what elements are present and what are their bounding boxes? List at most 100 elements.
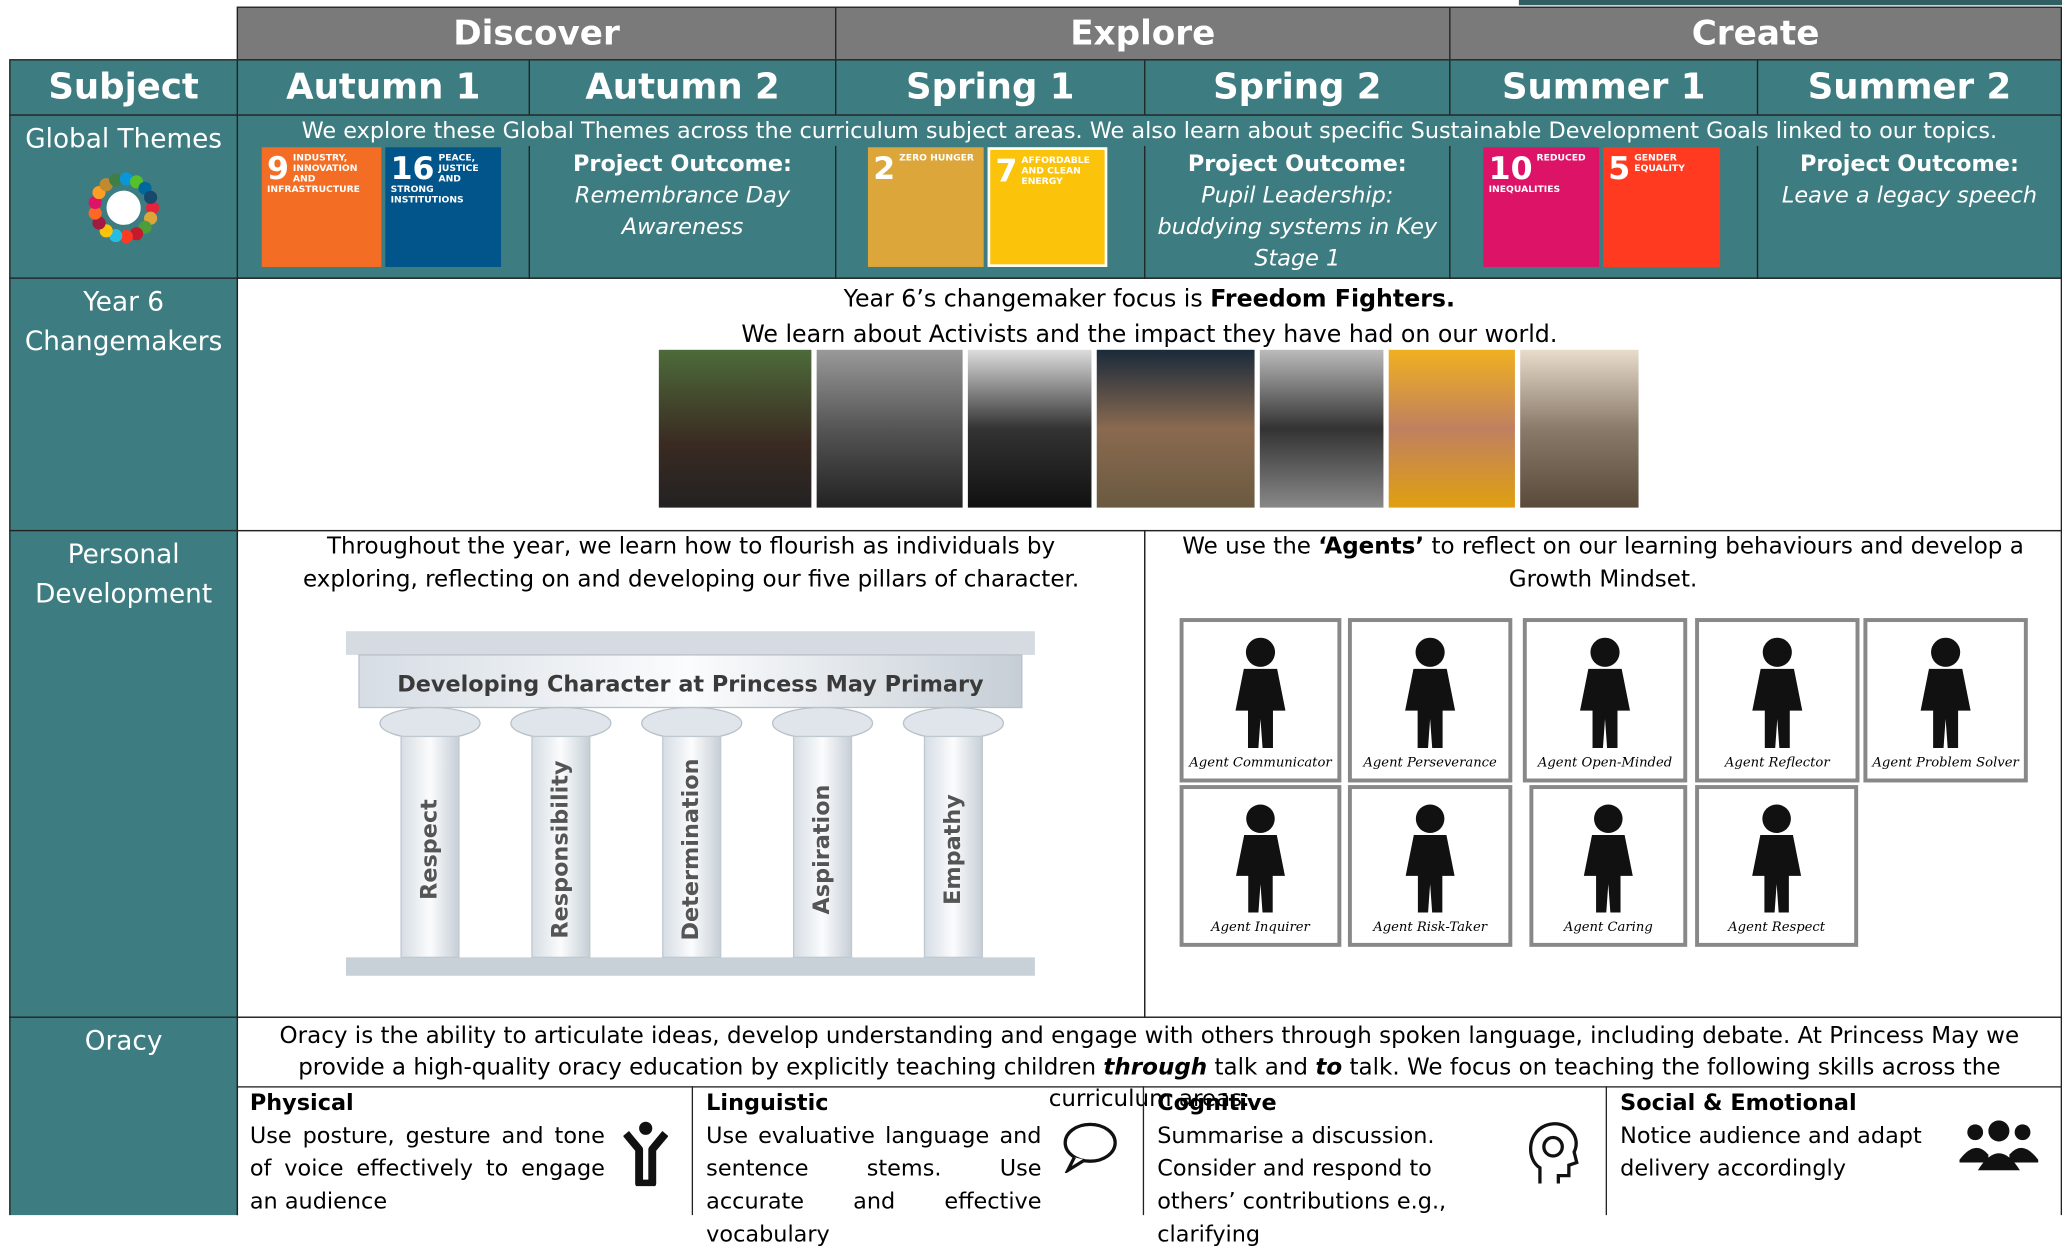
pillar-shaft [400, 735, 460, 959]
page: Discover Explore Create Subject Autumn 1… [9, 0, 2062, 1248]
sdg-icon: 2 ZERO HUNGER [867, 147, 984, 267]
agents-cell: We use the ‘Agents’ to reflect on our le… [1144, 529, 2062, 1018]
pillar-shaft [792, 735, 853, 959]
text: talk. We focus on teaching the following… [1048, 1054, 2001, 1113]
head [1246, 804, 1275, 834]
title: Physical [249, 1090, 354, 1117]
agent-card: Agent Communicator [1179, 618, 1342, 783]
agent-label: Agent Caring [1563, 920, 1653, 936]
pillar-label: Determination [678, 758, 704, 940]
text: talk and [1214, 1054, 1309, 1081]
pillars-cell: Throughout the year, we learn how to flo… [236, 529, 1146, 1018]
agent-card: Agent Risk-Taker [1347, 785, 1513, 947]
agent-label: Agent Open-Minded [1537, 756, 1673, 771]
agent-silhouette [1752, 637, 1803, 749]
head [1931, 637, 1961, 667]
text: Oracy is the ability to articulate ideas… [279, 1023, 2020, 1081]
subject-header: Subject [9, 59, 239, 116]
wheel-dot [145, 201, 160, 215]
heading: Project Outcome: [1799, 151, 2019, 178]
row-label: Year 6 Changemakers [9, 277, 239, 532]
text: Remembrance Day Awareness [574, 182, 791, 241]
number: 10 [1488, 149, 1533, 187]
sdg-wheel [88, 172, 160, 244]
pillar-capital [771, 706, 874, 740]
portrait [1259, 349, 1384, 508]
sdg-icon: 16 PEACE, JUSTICE AND STRONG INSTITUTIONS [385, 147, 502, 267]
agent-card: Agent Caring [1529, 785, 1688, 947]
agent-label: Agent Respect [1728, 920, 1826, 936]
phase: Explore [835, 6, 1451, 61]
row-label: Oracy [9, 1016, 239, 1216]
icon [623, 1121, 669, 1187]
head [1762, 637, 1792, 667]
portrait [1520, 349, 1639, 508]
wheel-dot [144, 190, 158, 204]
text: Year 6’s changemaker focus is [843, 285, 1203, 313]
phase: Discover [236, 6, 837, 61]
term: Spring 2 [1144, 59, 1451, 116]
portrait [658, 349, 812, 508]
intro: We explore these Global Themes across th… [236, 114, 2062, 148]
agent-silhouette [1583, 804, 1633, 913]
oracy-intro: Oracy is the ability to articulate ideas… [236, 1016, 2062, 1113]
row-label: Personal Development [9, 529, 239, 1018]
pillar-label: Respect [417, 799, 443, 900]
term: Autumn 1 [236, 59, 530, 116]
agent-label: Agent Communicator [1189, 756, 1332, 771]
number: 16 [390, 149, 435, 187]
top-strip [1518, 0, 2062, 6]
agent-label: Agent Risk-Taker [1373, 920, 1488, 936]
body [1752, 835, 1802, 913]
portrait [967, 349, 1092, 508]
skill: Physical Use posture, gesture and tone of… [237, 1086, 694, 1216]
pillar-label: Responsibility [547, 760, 573, 939]
agent-card: Agent Open-Minded [1522, 618, 1688, 783]
line: We learn about Activists and the impact … [741, 320, 1558, 349]
number: 9 [266, 149, 289, 187]
pillar-capital [379, 706, 481, 740]
head [1245, 637, 1276, 667]
sdg-icon: 9 INDUSTRY, INNOVATION AND INFRASTRUCTURE [261, 147, 382, 267]
wheel-dot [92, 216, 106, 230]
row-label: Global Themes [9, 114, 239, 279]
pillars-title: Developing Character at Princess May Pri… [397, 672, 984, 698]
term: Summer 1 [1449, 59, 1759, 116]
outcome: Project Outcome: Pupil Leadership: buddyi… [1144, 145, 1451, 279]
portrait [1096, 349, 1255, 508]
head [1415, 804, 1445, 834]
text: Notice audience and adapt delivery accor… [1620, 1123, 1922, 1183]
sdg-icon: 5 GENDER EQUALITY [1603, 147, 1721, 267]
wheel-dot [119, 230, 133, 244]
text: Use posture, gesture and tone of voice e… [249, 1123, 605, 1216]
wheel-dot [88, 195, 102, 210]
pillar-capital [902, 706, 1005, 740]
outcome: Project Outcome: Leave a legacy speech [1756, 145, 2062, 279]
icon [1529, 1122, 1579, 1184]
curriculum-map: Discover Explore Create Subject Autumn 1… [9, 0, 2062, 1248]
head [1590, 637, 1620, 667]
body [1405, 668, 1456, 749]
body [1580, 668, 1631, 749]
number: 2 [873, 149, 896, 187]
outcome: Project Outcome: Remembrance Day Awarenes… [528, 145, 837, 279]
agent-card: Agent Respect [1695, 785, 1859, 947]
term: Autumn 2 [528, 59, 837, 116]
pillar-shaft [923, 735, 983, 959]
phase: Create [1449, 6, 2062, 61]
agent-silhouette [1235, 637, 1286, 749]
number: 5 [1608, 149, 1631, 187]
sdg-icon: 7 AFFORDABLE AND CLEAN ENERGY [987, 147, 1108, 267]
wheel-dot [88, 206, 102, 220]
focus-line: Year 6’s changemaker focus is Freedom Fi… [238, 281, 2061, 317]
name: ZERO HUNGER [899, 152, 975, 164]
body [1920, 668, 1971, 749]
skill: Social & Emotional Notice audience and ad… [1607, 1086, 2062, 1215]
icon [1959, 1120, 2039, 1171]
head [1594, 804, 1623, 834]
wheel-dot [119, 172, 133, 186]
term: Spring 1 [835, 59, 1146, 116]
head [1415, 637, 1445, 667]
text: Summarise a discussion. Consider and res… [1157, 1123, 1447, 1248]
portrait [816, 349, 963, 508]
